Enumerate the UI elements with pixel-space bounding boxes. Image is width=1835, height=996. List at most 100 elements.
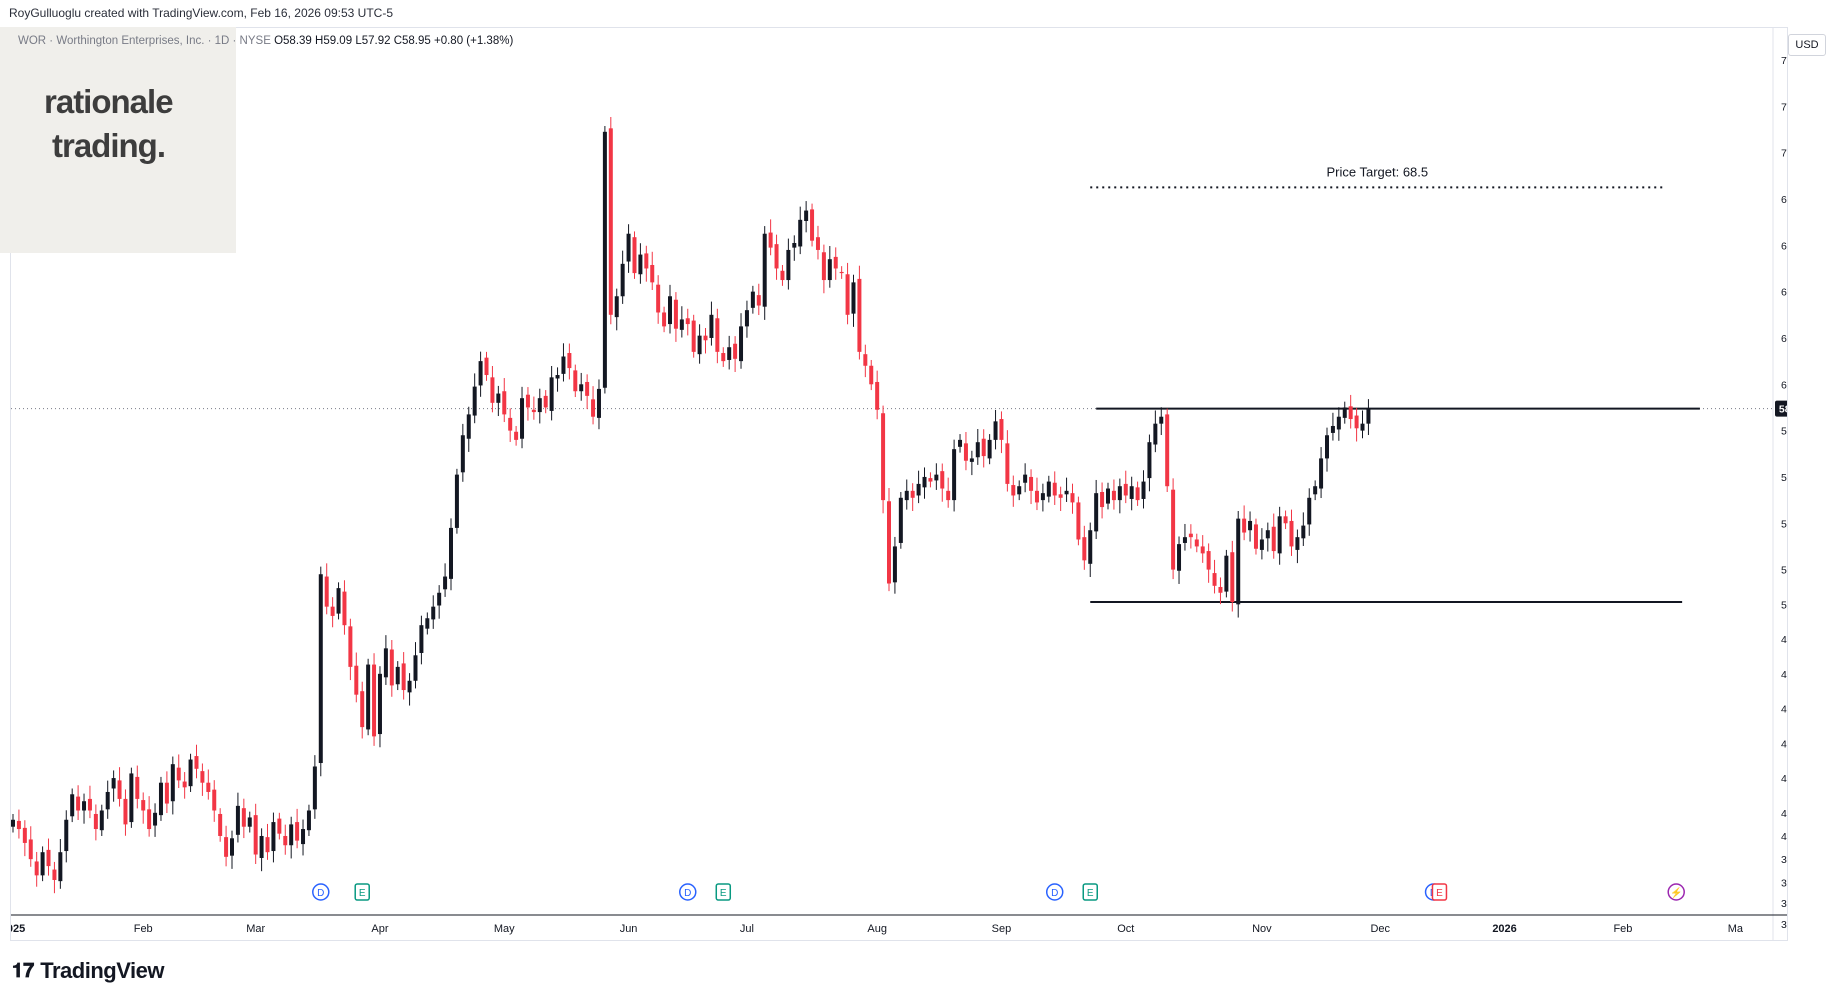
candle-body[interactable] (531, 409, 536, 413)
candle-body[interactable] (543, 395, 548, 408)
candle-body[interactable] (472, 386, 477, 416)
candle-body[interactable] (466, 414, 471, 439)
tradingview-logo[interactable]: 𝟏𝟕 TradingView (12, 958, 164, 984)
candle-body[interactable] (1135, 487, 1140, 501)
candle-body[interactable] (709, 314, 714, 338)
candle-body[interactable] (1354, 415, 1359, 429)
candle-body[interactable] (1117, 486, 1122, 501)
candle-body[interactable] (804, 210, 809, 221)
candle-body[interactable] (1360, 423, 1365, 431)
candle-body[interactable] (253, 815, 258, 855)
candle-body[interactable] (614, 296, 619, 318)
candle-body[interactable] (478, 361, 483, 386)
candle-body[interactable] (952, 449, 957, 501)
candle-body[interactable] (1325, 435, 1329, 459)
candle-body[interactable] (537, 398, 542, 413)
candle-body[interactable] (153, 812, 158, 826)
candle-body[interactable] (200, 771, 205, 783)
candle-body[interactable] (1265, 530, 1270, 539)
candle-body[interactable] (644, 253, 649, 269)
candle-body[interactable] (372, 664, 377, 737)
candle-body[interactable] (395, 666, 400, 685)
candle-body[interactable] (1336, 416, 1341, 430)
candle-body[interactable] (383, 648, 388, 678)
candle-body[interactable] (958, 439, 963, 447)
candle-body[interactable] (330, 606, 335, 616)
candle-body[interactable] (780, 270, 785, 281)
candle-body[interactable] (1230, 552, 1235, 603)
candle-body[interactable] (389, 649, 394, 686)
candle-body[interactable] (1242, 518, 1247, 533)
candle-body[interactable] (259, 835, 264, 858)
candle-body[interactable] (1200, 546, 1205, 554)
candle-body[interactable] (798, 219, 803, 247)
candle-body[interactable] (679, 319, 684, 330)
candle-body[interactable] (739, 326, 744, 362)
candle-body[interactable] (1218, 586, 1223, 593)
candle-body[interactable] (987, 439, 992, 459)
candle-body[interactable] (620, 263, 625, 297)
candle-body[interactable] (928, 478, 933, 482)
candle-body[interactable] (194, 756, 199, 769)
candle-body[interactable] (93, 813, 98, 830)
candle-body[interactable] (579, 384, 584, 392)
candle-body[interactable] (490, 377, 495, 403)
candle-body[interactable] (247, 817, 252, 827)
candle-body[interactable] (1348, 406, 1353, 420)
candle-body[interactable] (11, 819, 15, 827)
candle-body[interactable] (555, 375, 560, 379)
candle-body[interactable] (821, 252, 826, 281)
candle-body[interactable] (1366, 408, 1371, 424)
candle-body[interactable] (981, 438, 986, 457)
candle-body[interactable] (22, 827, 27, 843)
candle-body[interactable] (1295, 537, 1300, 550)
candle-body[interactable] (881, 413, 886, 501)
candle-body[interactable] (360, 691, 365, 728)
candle-body[interactable] (762, 233, 767, 307)
dividend-icon[interactable] (1045, 883, 1064, 901)
candle-body[interactable] (87, 798, 92, 811)
candle-body[interactable] (1058, 494, 1063, 498)
candle-body[interactable] (715, 318, 720, 352)
candle-body[interactable] (206, 782, 211, 792)
candle-body[interactable] (916, 483, 921, 496)
dividend-icon[interactable] (679, 883, 697, 901)
candle-body[interactable] (1277, 516, 1282, 554)
candle-body[interactable] (336, 588, 341, 614)
candle-body[interactable] (525, 394, 530, 408)
candle-body[interactable] (1017, 486, 1022, 495)
candle-body[interactable] (875, 381, 880, 410)
candle-body[interactable] (82, 801, 87, 811)
candle-body[interactable] (561, 356, 566, 374)
candle-body[interactable] (839, 271, 844, 274)
candle-body[interactable] (963, 443, 968, 461)
candle-body[interactable] (827, 259, 832, 281)
candle-body[interactable] (697, 335, 702, 355)
candle-body[interactable] (224, 837, 229, 857)
candle-body[interactable] (1330, 425, 1335, 433)
candle-body[interactable] (898, 497, 903, 543)
candle-body[interactable] (111, 778, 116, 789)
candle-body[interactable] (1342, 407, 1347, 418)
candle-body[interactable] (721, 353, 726, 362)
candle-body[interactable] (934, 474, 939, 481)
candle-body[interactable] (1248, 520, 1253, 531)
candle-body[interactable] (1153, 423, 1158, 445)
candle-body[interactable] (1094, 493, 1099, 532)
candle-body[interactable] (904, 490, 909, 501)
candle-body[interactable] (147, 809, 152, 830)
candle-body[interactable] (656, 284, 661, 313)
candle-body[interactable] (366, 664, 371, 730)
candle-body[interactable] (437, 592, 442, 606)
candle-body[interactable] (1307, 497, 1312, 525)
candle-body[interactable] (277, 818, 282, 834)
candle-body[interactable] (129, 773, 134, 823)
candle-body[interactable] (1319, 458, 1324, 489)
candle-body[interactable] (182, 781, 187, 788)
candle-body[interactable] (70, 794, 75, 817)
candle-body[interactable] (650, 264, 655, 283)
candle-body[interactable] (774, 244, 779, 269)
candle-body[interactable] (514, 431, 519, 440)
candle-body[interactable] (857, 278, 862, 352)
candle-body[interactable] (591, 399, 596, 417)
